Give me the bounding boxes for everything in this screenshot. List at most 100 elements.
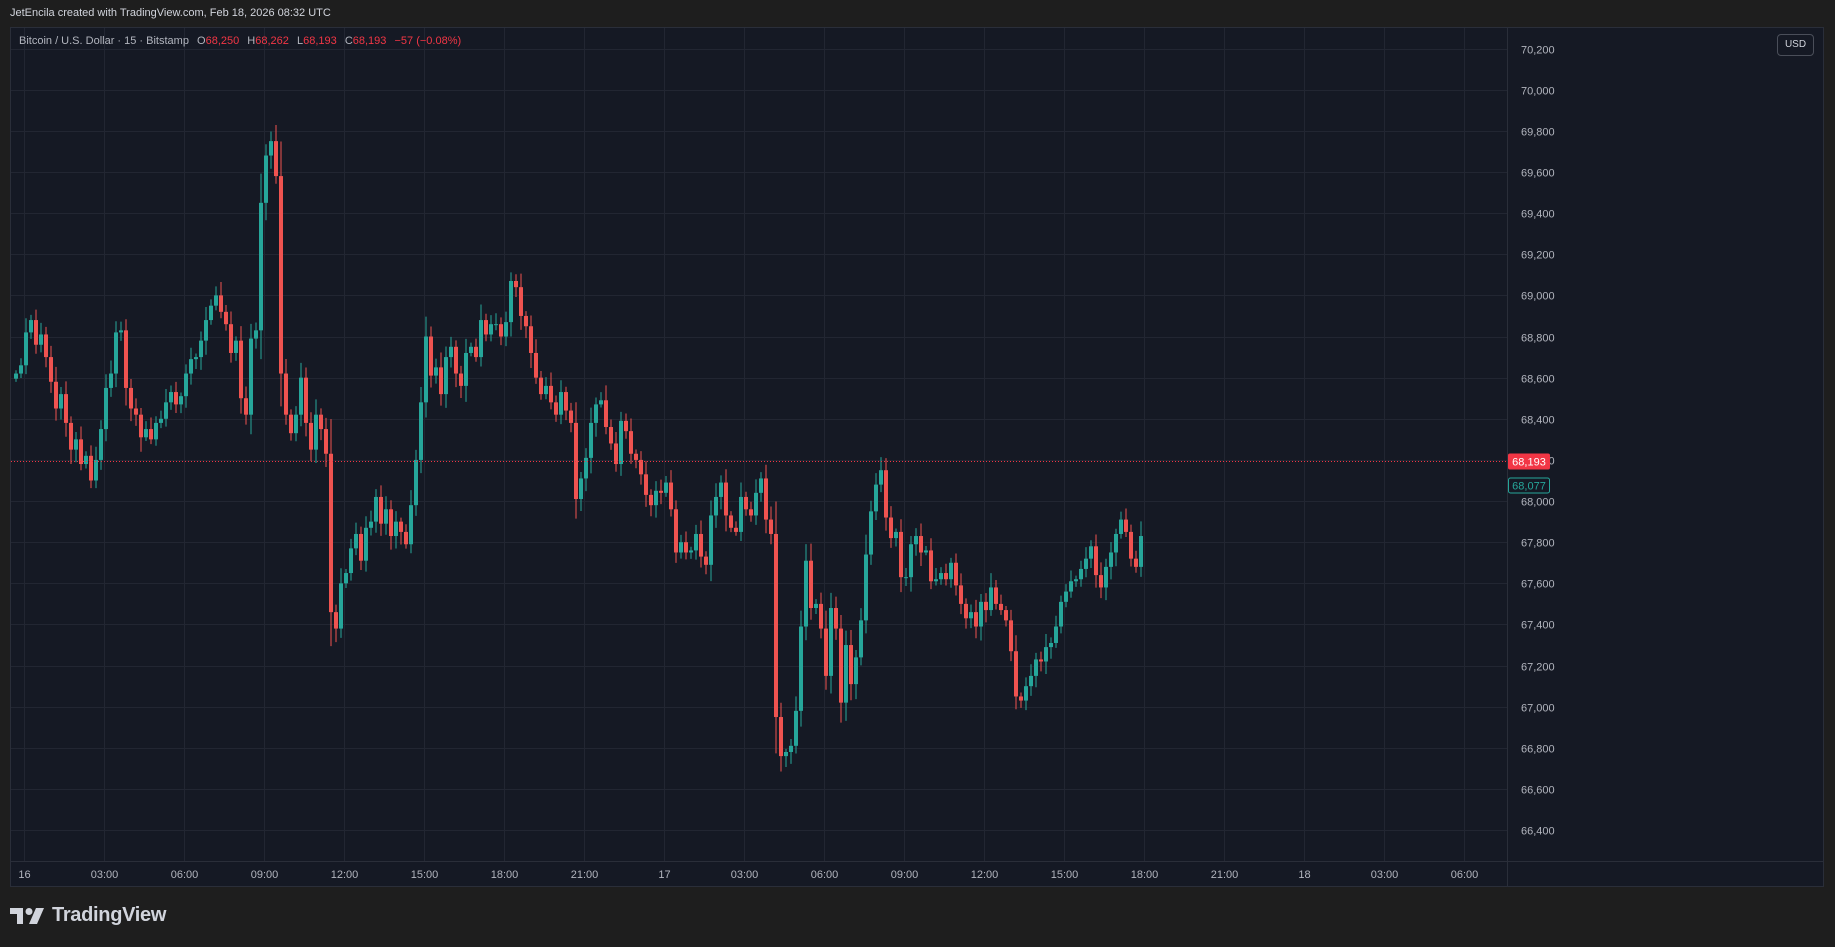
candle-body[interactable]	[974, 612, 978, 627]
candle-body[interactable]	[439, 367, 443, 395]
candle-body[interactable]	[474, 346, 478, 358]
candle-body[interactable]	[284, 373, 288, 415]
candle-body[interactable]	[514, 280, 518, 288]
chart-panel[interactable]: 66,400 66,600 66,800 67,000 67,200 67,400 67,6…	[10, 27, 1824, 887]
candle-body[interactable]	[814, 603, 818, 609]
candle-body[interactable]	[849, 645, 853, 685]
candle-body[interactable]	[379, 496, 383, 524]
candle-body[interactable]	[79, 439, 83, 465]
candle-body[interactable]	[409, 505, 413, 545]
candle-body[interactable]	[394, 521, 398, 537]
candle-body[interactable]	[1069, 581, 1073, 592]
candle-body[interactable]	[49, 357, 53, 382]
candle-body[interactable]	[909, 544, 913, 578]
candle-body[interactable]	[1049, 642, 1053, 648]
candle-body[interactable]	[164, 402, 168, 419]
candle-body[interactable]	[964, 603, 968, 619]
candle-body[interactable]	[344, 573, 348, 584]
candle-body[interactable]	[279, 176, 283, 374]
candle-body[interactable]	[509, 280, 513, 323]
candle-body[interactable]	[869, 511, 873, 555]
candle-body[interactable]	[1129, 531, 1133, 559]
candle-body[interactable]	[649, 494, 653, 506]
candle-body[interactable]	[479, 320, 483, 358]
candle-body[interactable]	[499, 324, 503, 337]
candle-body[interactable]	[59, 394, 63, 409]
candle-body[interactable]	[789, 745, 793, 752]
candle-body[interactable]	[24, 332, 28, 366]
candle-body[interactable]	[519, 287, 523, 316]
candle-body[interactable]	[299, 377, 303, 415]
candle-body[interactable]	[504, 322, 508, 337]
symbol-title[interactable]: Bitcoin / U.S. Dollar · 15 · Bitstamp	[19, 35, 189, 47]
candle-body[interactable]	[354, 533, 358, 549]
candle-body[interactable]	[934, 579, 938, 582]
candle-body[interactable]	[429, 336, 433, 376]
candle-body[interactable]	[1059, 601, 1063, 627]
candle-body[interactable]	[414, 459, 418, 506]
candle-body[interactable]	[434, 367, 438, 376]
candle-body[interactable]	[219, 295, 223, 312]
candle-body[interactable]	[334, 612, 338, 629]
candle-body[interactable]	[94, 459, 98, 481]
candle-body[interactable]	[969, 612, 973, 619]
candle-body[interactable]	[459, 373, 463, 386]
candle-body[interactable]	[739, 496, 743, 532]
candle-body[interactable]	[624, 420, 628, 432]
candlestick-chart[interactable]: 66,400 66,600 66,800 67,000 67,200 67,400 67,6…	[11, 28, 1823, 886]
candle-body[interactable]	[714, 496, 718, 516]
candle-body[interactable]	[324, 429, 328, 454]
candle-body[interactable]	[189, 359, 193, 374]
candle-body[interactable]	[384, 509, 388, 524]
candle-body[interactable]	[984, 601, 988, 611]
candle-body[interactable]	[929, 550, 933, 582]
candle-body[interactable]	[699, 533, 703, 557]
candle-body[interactable]	[779, 717, 783, 757]
candle-body[interactable]	[469, 346, 473, 353]
candle-body[interactable]	[304, 377, 308, 423]
candle-body[interactable]	[1064, 591, 1068, 602]
candle-body[interactable]	[784, 751, 788, 757]
candle-body[interactable]	[824, 628, 828, 676]
candle-body[interactable]	[899, 531, 903, 578]
candle-body[interactable]	[364, 527, 368, 561]
candle-body[interactable]	[729, 515, 733, 528]
candle-body[interactable]	[1024, 686, 1028, 701]
candle-body[interactable]	[199, 340, 203, 358]
candle-body[interactable]	[889, 517, 893, 539]
candle-body[interactable]	[959, 585, 963, 604]
candle-body[interactable]	[184, 373, 188, 397]
candle-body[interactable]	[1109, 552, 1113, 567]
candle-body[interactable]	[1044, 647, 1048, 662]
candle-body[interactable]	[654, 490, 658, 506]
candle-body[interactable]	[389, 509, 393, 537]
candle-body[interactable]	[629, 431, 633, 454]
candle-body[interactable]	[619, 420, 623, 465]
candle-body[interactable]	[569, 410, 573, 423]
candle-body[interactable]	[989, 587, 993, 611]
candle-body[interactable]	[674, 509, 678, 553]
candle-body[interactable]	[169, 392, 173, 403]
candle-body[interactable]	[764, 478, 768, 520]
candle-body[interactable]	[949, 562, 953, 580]
candle-body[interactable]	[1094, 546, 1098, 576]
candle-body[interactable]	[289, 414, 293, 434]
candle-body[interactable]	[1029, 675, 1033, 687]
candle-body[interactable]	[44, 334, 48, 358]
candle-body[interactable]	[1104, 566, 1108, 588]
candle-body[interactable]	[129, 387, 133, 409]
candle-body[interactable]	[224, 311, 228, 325]
candle-body[interactable]	[319, 414, 323, 430]
candle-body[interactable]	[14, 373, 18, 379]
candle-body[interactable]	[69, 422, 73, 450]
candle-body[interactable]	[194, 357, 198, 360]
candle-body[interactable]	[464, 352, 468, 386]
candle-body[interactable]	[1039, 659, 1043, 662]
candle-body[interactable]	[724, 482, 728, 516]
candle-body[interactable]	[919, 536, 923, 553]
candle-body[interactable]	[39, 334, 43, 345]
candle-body[interactable]	[594, 404, 598, 423]
candle-body[interactable]	[839, 628, 843, 703]
candle-body[interactable]	[574, 422, 578, 500]
candle-body[interactable]	[564, 392, 568, 411]
